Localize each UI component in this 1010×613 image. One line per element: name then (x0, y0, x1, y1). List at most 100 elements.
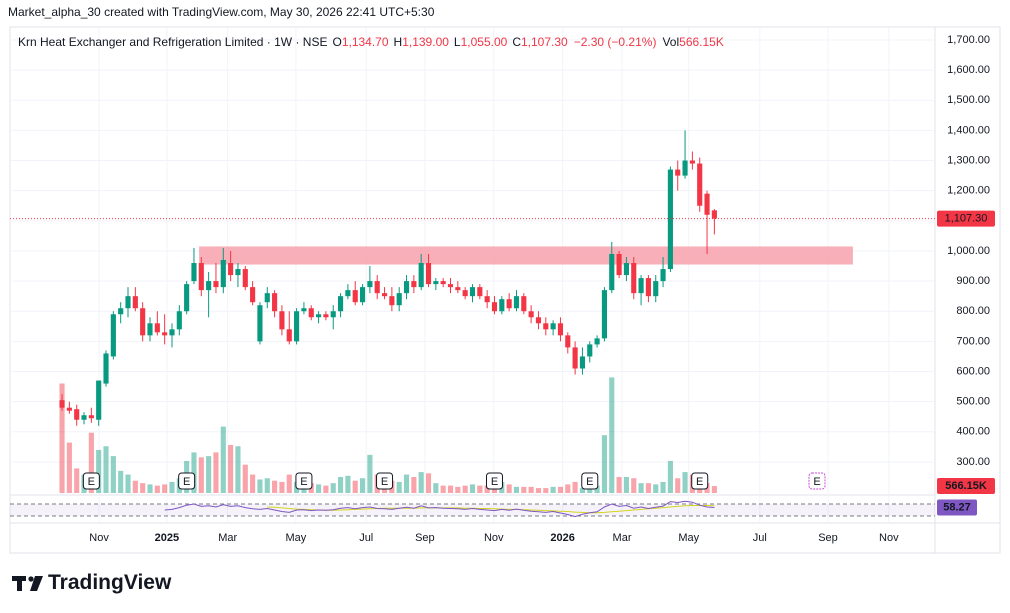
legend-key: O (332, 35, 342, 49)
candle-body (59, 400, 65, 408)
candle-body (316, 314, 322, 318)
x-tick-label: 2025 (155, 532, 179, 544)
volume-bar (59, 383, 65, 493)
last-price-label: 1,107.30 (945, 213, 988, 225)
candle-body (462, 290, 468, 297)
x-tick-label: Nov (484, 532, 504, 544)
volume-bar (118, 470, 124, 493)
volume-bar (418, 472, 424, 493)
x-tick-label: Nov (89, 532, 109, 544)
volume-bar (601, 435, 607, 493)
legend-key: C (512, 35, 521, 49)
volume-bar (403, 474, 410, 493)
earnings-marker (581, 472, 599, 490)
candle-body (689, 160, 695, 164)
volume-bar (660, 481, 666, 493)
candle-body (565, 335, 571, 348)
candle-body (338, 296, 344, 312)
volume-bar (198, 457, 204, 493)
volume-bar (264, 478, 270, 493)
volume-bar (323, 485, 329, 493)
earnings-marker (485, 472, 503, 490)
y-tick-label: 1,000.00 (947, 245, 990, 257)
earnings-marker (808, 472, 826, 490)
candle-body (147, 323, 153, 336)
candle-body (118, 308, 124, 315)
candle-body (440, 281, 446, 285)
volume-bar (367, 454, 373, 493)
candle-body (359, 287, 366, 303)
y-tick-label: 1,300.00 (947, 154, 990, 166)
candle-body (623, 263, 629, 276)
earnings-label: E (381, 476, 388, 488)
x-tick-label: May (678, 532, 699, 544)
candle-body (396, 293, 402, 306)
x-tick-label: Mar (613, 532, 632, 544)
volume-bar (110, 456, 116, 493)
volume-bar (682, 472, 688, 493)
candle-body (506, 299, 512, 309)
y-tick-label: 1,700.00 (947, 34, 990, 46)
volume-bar (631, 478, 637, 493)
volume-bar (272, 480, 278, 493)
candle-body (345, 290, 351, 297)
volume-bar (616, 477, 622, 493)
candle-body (469, 287, 476, 297)
rsi-line (164, 500, 715, 518)
candle-body (374, 281, 380, 294)
legend-value: 566.15K (679, 35, 724, 49)
volume-bar (528, 486, 534, 493)
candle-body (528, 311, 534, 318)
volume-bar (513, 486, 520, 493)
candle-body (601, 290, 607, 339)
earnings-marker (178, 472, 196, 490)
y-tick-label: 500.00 (956, 396, 990, 408)
volume-bar (440, 485, 446, 493)
y-tick-label: 300.00 (956, 456, 990, 468)
earnings-label: E (813, 476, 820, 488)
candle-body (272, 293, 278, 312)
candle-body (242, 269, 248, 288)
volume-bar (206, 456, 212, 493)
candle-body (81, 415, 87, 420)
volume-bar (316, 484, 322, 493)
volume-bar (213, 452, 219, 493)
candle-body (154, 323, 160, 333)
y-tick-label: 600.00 (956, 365, 990, 377)
candle-body (206, 281, 212, 291)
volume-bar (330, 483, 336, 493)
candle-body (572, 347, 578, 369)
candle-body (381, 293, 388, 297)
candle-body (169, 329, 175, 336)
candle-body (279, 311, 285, 330)
earnings-marker (691, 472, 709, 490)
volume-bar (675, 478, 681, 493)
candle-body (587, 344, 593, 357)
earnings-marker (295, 472, 313, 490)
candle-body (697, 163, 703, 206)
volume-bar (462, 485, 468, 493)
volume-bar (154, 485, 160, 493)
candle-body (557, 323, 564, 336)
volume-bar (550, 486, 556, 493)
candle-body (235, 269, 241, 276)
x-tick-label: Mar (218, 532, 237, 544)
candle-body (513, 296, 520, 309)
candle-body (367, 281, 373, 288)
volume-bar (220, 426, 226, 493)
volume-bar (74, 468, 80, 493)
candle-body (484, 296, 490, 303)
candle-body (110, 314, 116, 357)
volume-tag (937, 478, 995, 495)
candle-body (301, 308, 307, 312)
volume-bar (638, 483, 644, 493)
legend-value: 1,134.70 (341, 35, 389, 49)
y-tick-label: 1,400.00 (947, 124, 990, 136)
candle-body (711, 210, 717, 219)
brand-logo (12, 576, 43, 591)
volume-bar (88, 432, 94, 493)
candle-body (616, 253, 622, 276)
volume-bar (66, 442, 72, 493)
candle-body (667, 169, 673, 270)
